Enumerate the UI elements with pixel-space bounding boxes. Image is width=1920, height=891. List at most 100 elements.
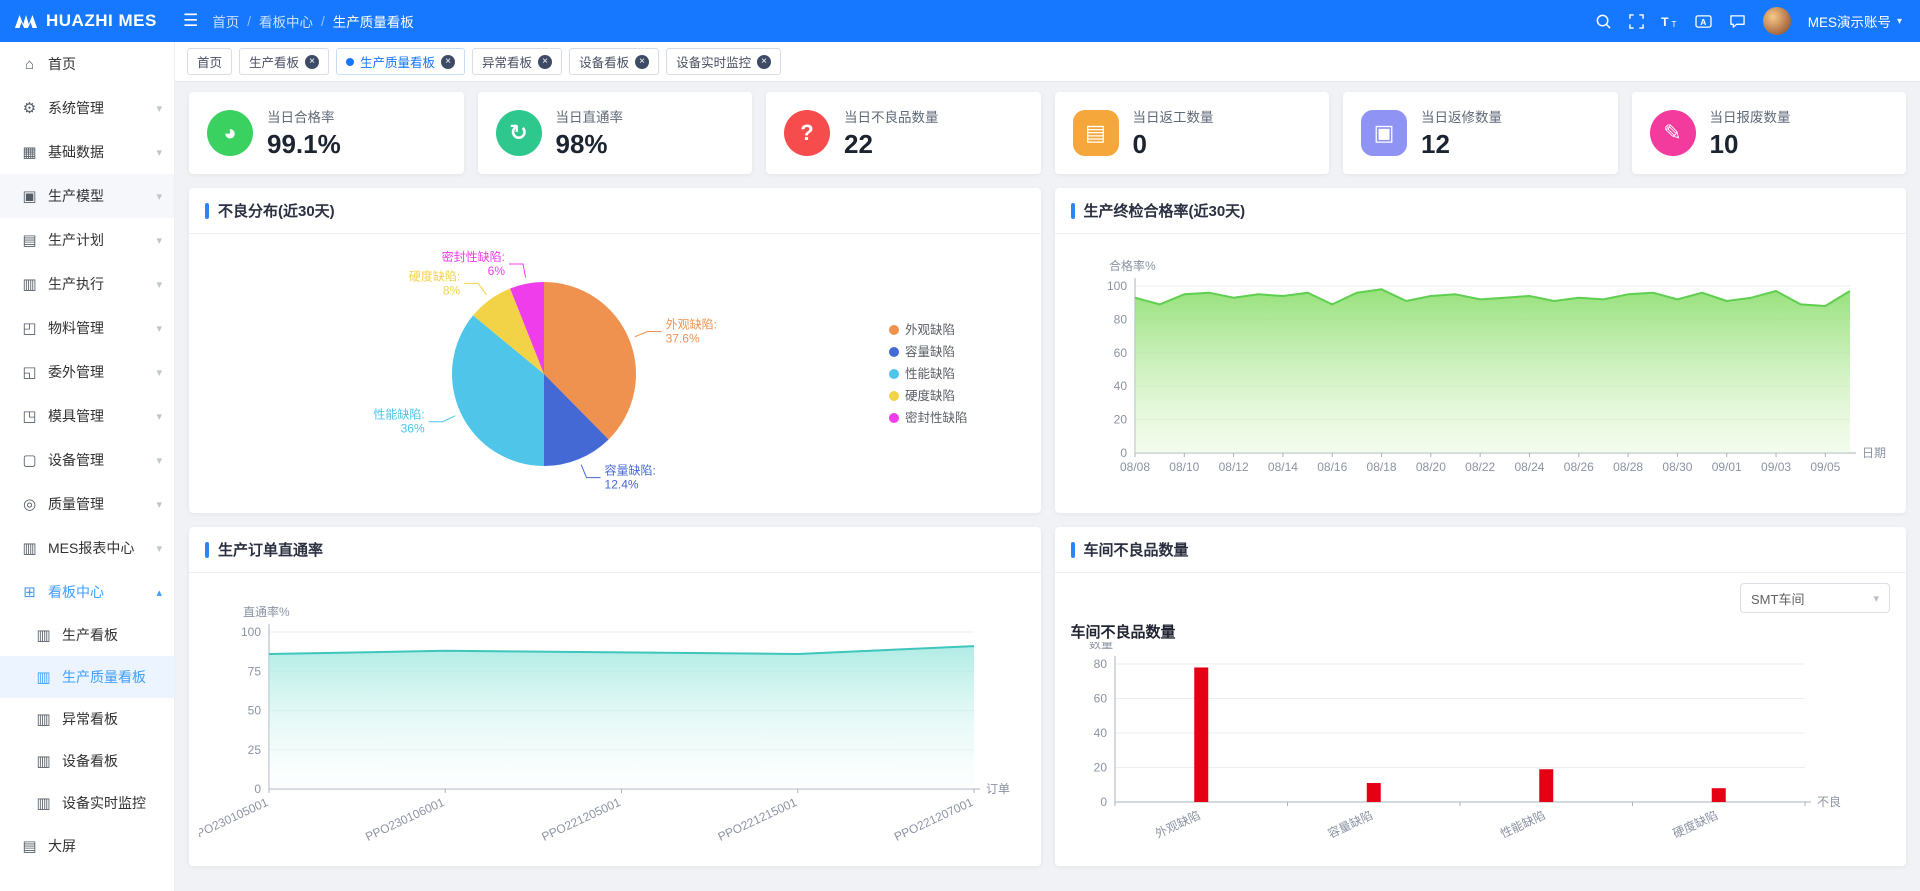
svg-text:性能缺陷: 性能缺陷 [1497, 807, 1547, 841]
username: MES演示账号 [1807, 15, 1891, 30]
svg-text:09/05: 09/05 [1810, 460, 1840, 474]
svg-text:08/14: 08/14 [1267, 460, 1297, 474]
chevron-down-icon: ▾ [156, 322, 162, 335]
sidebar-item-big-screen[interactable]: ▤ 大屏 [0, 824, 174, 868]
svg-text:外观缺陷: 外观缺陷 [905, 322, 955, 337]
kpi-card-daily-pass-rate: ◕ 当日合格率 99.1% [189, 92, 464, 174]
svg-text:容量缺陷:12.4%: 容量缺陷: 12.4% [605, 463, 656, 492]
sidebar-item-equipment-monitor[interactable]: ▥ 设备实时监控 [0, 782, 174, 824]
sidebar: ⌂ 首页 ⚙ 系统管理 ▾ ▦ 基础数据 ▾ ▣ 生产模型 ▾ ▤ 生产计划 ▾… [0, 42, 175, 891]
tab-equipment-monitor[interactable]: 设备实时监控 × [666, 48, 782, 75]
svg-text:T: T [1671, 19, 1676, 29]
svg-text:80: 80 [1093, 657, 1107, 671]
sidebar-item-outsourcing[interactable]: ◱ 委外管理 ▾ [0, 350, 174, 394]
kpi-value: 98% [555, 129, 608, 159]
svg-text:容量缺陷: 容量缺陷 [1325, 807, 1375, 841]
sidebar-item-production-plan[interactable]: ▤ 生产计划 ▾ [0, 218, 174, 262]
repair-clipboard-icon: ▣ [1361, 110, 1407, 156]
sidebar-item-home[interactable]: ⌂ 首页 [0, 42, 174, 86]
outsource-icon: ◱ [22, 364, 37, 381]
sidebar-item-quality[interactable]: ◎ 质量管理 ▾ [0, 482, 174, 526]
close-icon[interactable]: × [635, 54, 650, 69]
sidebar-item-equipment-board[interactable]: ▥ 设备看板 [0, 740, 174, 782]
svg-text:75: 75 [248, 664, 262, 678]
svg-text:40: 40 [1093, 726, 1107, 740]
close-icon[interactable]: × [305, 54, 320, 69]
sidebar-item-system[interactable]: ⚙ 系统管理 ▾ [0, 86, 174, 130]
kpi-card-daily-rework-count: ▤ 当日返工数量 0 [1054, 92, 1329, 174]
close-icon[interactable]: × [538, 54, 553, 69]
sidebar-item-basic-data[interactable]: ▦ 基础数据 ▾ [0, 130, 174, 174]
tab-production-board[interactable]: 生产看板 × [239, 48, 330, 75]
database-icon: ▦ [22, 144, 37, 161]
chevron-down-icon: ▾ [156, 366, 162, 379]
svg-text:T: T [1661, 15, 1669, 29]
message-icon[interactable] [1729, 14, 1746, 29]
svg-text:直通率%: 直通率% [243, 604, 290, 619]
board-center-submenu: ▥ 生产看板 ▥ 生产质量看板 ▥ 异常看板 ▥ 设备看板 ▥ 设备实时监控 [0, 614, 174, 824]
sidebar-item-material[interactable]: ◰ 物料管理 ▾ [0, 306, 174, 350]
avatar[interactable] [1762, 7, 1791, 35]
fullscreen-icon[interactable] [1628, 13, 1644, 29]
close-icon[interactable]: × [757, 54, 772, 69]
svg-text:60: 60 [1093, 692, 1107, 706]
svg-text:性能缺陷: 性能缺陷 [905, 366, 955, 381]
sidebar-item-production-model[interactable]: ▣ 生产模型 ▾ [0, 174, 174, 218]
svg-text:08/26: 08/26 [1563, 460, 1593, 474]
order-fpy-area-chart: 0 25 50 75 100 直通率% 订单 PPO230105001 PPO230106001… [189, 604, 1010, 844]
kpi-row: ◕ 当日合格率 99.1% ↻ 当日直通率 98% ? 当 [189, 92, 1906, 174]
sidebar-item-abnormal-board[interactable]: ▥ 异常看板 [0, 698, 174, 740]
workshop-select-value: SMT车间 [1751, 591, 1805, 607]
svg-text:08/08: 08/08 [1119, 460, 1149, 474]
workshop-select[interactable]: SMT车间 ▾ [1740, 583, 1890, 613]
search-icon[interactable] [1595, 13, 1612, 30]
kpi-value: 0 [1132, 129, 1147, 159]
svg-text:08/30: 08/30 [1662, 460, 1692, 474]
tab-equipment-board[interactable]: 设备看板 × [569, 48, 660, 75]
breadcrumb-home[interactable]: 首页 [212, 15, 240, 30]
sidebar-item-mold[interactable]: ◳ 模具管理 ▾ [0, 394, 174, 438]
sidebar-item-production-quality-board[interactable]: ▥ 生产质量看板 [0, 656, 174, 698]
bar-chart-icon: ▥ [36, 669, 51, 686]
svg-text:20: 20 [1113, 413, 1127, 427]
svg-text:0: 0 [254, 782, 261, 796]
sidebar-item-production-board[interactable]: ▥ 生产看板 [0, 614, 174, 656]
bar-chart-icon: ▥ [36, 753, 51, 770]
tab-production-quality-board[interactable]: 生产质量看板 × [336, 48, 466, 75]
language-icon[interactable]: A [1695, 14, 1712, 29]
svg-text:50: 50 [248, 704, 262, 718]
execute-icon: ▥ [22, 276, 37, 293]
svg-text:PPO221205001: PPO221205001 [539, 795, 623, 844]
svg-text:100: 100 [1106, 279, 1126, 293]
sidebar-item-board-center[interactable]: ⊞ 看板中心 ▴ [0, 570, 174, 614]
kpi-value: 12 [1421, 129, 1450, 159]
sidebar-toggle-icon[interactable]: ☰ [183, 11, 199, 30]
bar-chart-inner-title: 车间不良品数量 [1070, 624, 1176, 641]
card-title-bar [1070, 541, 1075, 558]
close-icon[interactable]: × [441, 54, 456, 69]
svg-text:不良: 不良 [1817, 794, 1841, 809]
sidebar-item-production-execution[interactable]: ▥ 生产执行 ▾ [0, 262, 174, 306]
breadcrumb-board-center[interactable]: 看板中心 [259, 15, 314, 30]
svg-text:订单: 订单 [986, 782, 1010, 796]
defect-question-icon: ? [784, 110, 830, 156]
card-title: 生产订单直通率 [218, 542, 324, 559]
svg-text:PPO230105001: PPO230105001 [199, 795, 271, 844]
dashboard-content: ◕ 当日合格率 99.1% ↻ 当日直通率 98% ? 当 [175, 82, 1920, 891]
svg-text:硬度缺陷:8%: 硬度缺陷: 8% [409, 268, 461, 297]
sidebar-item-equipment[interactable]: ▢ 设备管理 ▾ [0, 438, 174, 482]
app-title: HUAZHI MES [46, 11, 157, 30]
svg-text:60: 60 [1113, 346, 1127, 360]
svg-text:日期: 日期 [1862, 446, 1886, 460]
user-menu[interactable]: MES演示账号 ▾ [1808, 11, 1902, 31]
breadcrumb-separator: / [321, 13, 325, 29]
tab-abnormal-board[interactable]: 异常看板 × [472, 48, 563, 75]
svg-text:外观缺陷:37.6%: 外观缺陷: 37.6% [666, 316, 717, 345]
tab-home[interactable]: 首页 [187, 48, 233, 75]
svg-text:PPO221215001: PPO221215001 [716, 795, 800, 844]
sidebar-item-report-center[interactable]: ▥ MES报表中心 ▾ [0, 526, 174, 570]
fpy-refresh-icon: ↻ [495, 110, 542, 156]
